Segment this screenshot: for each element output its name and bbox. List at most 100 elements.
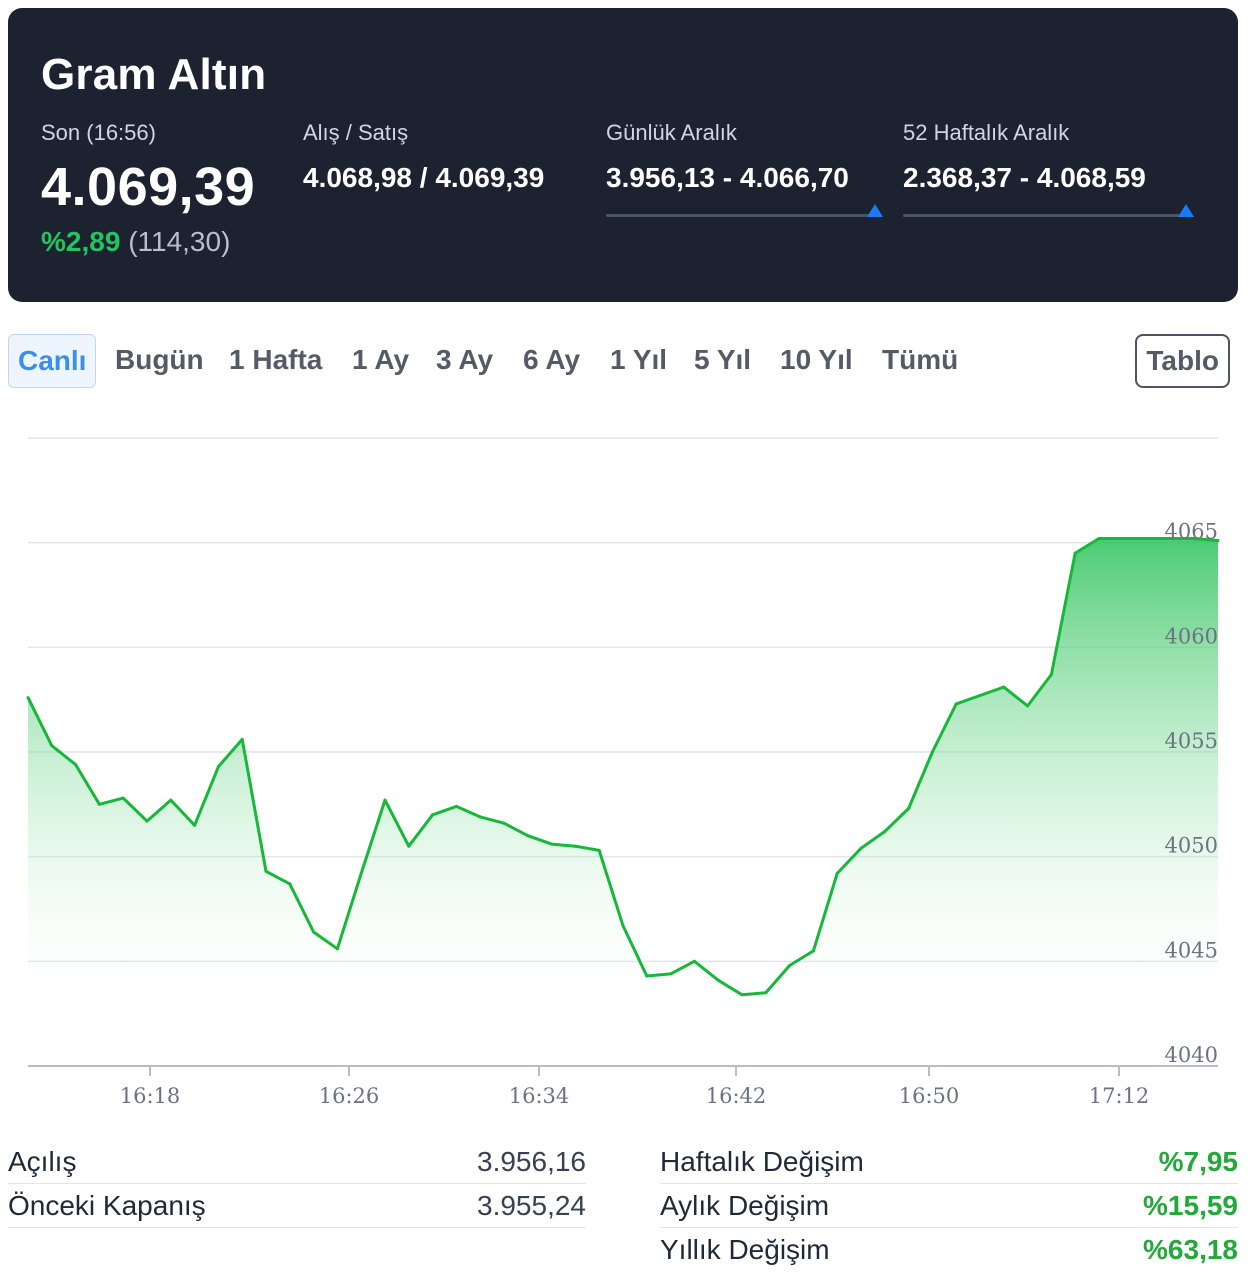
stat-row-yearly-change: Yıllık Değişim %63,18: [660, 1228, 1238, 1272]
tab-1-month[interactable]: 1 Ay: [352, 344, 410, 375]
data-point: [597, 848, 601, 852]
daily-range-value: 3.956,13 - 4.066,70: [606, 162, 849, 193]
stat-row-previous-close: Önceki Kapanış 3.955,24: [8, 1184, 586, 1228]
x-tick-label: 16:34: [509, 1084, 570, 1108]
data-point: [407, 844, 411, 848]
data-point: [835, 871, 839, 875]
stat-row-weekly-change: Haftalık Değişim %7,95: [660, 1140, 1238, 1184]
data-point: [764, 991, 768, 995]
data-point: [216, 765, 220, 769]
data-point: [716, 978, 720, 982]
daily-range-block: Günlük Aralık 3.956,13 - 4.066,70: [606, 120, 883, 217]
data-point: [788, 964, 792, 967]
tab-today[interactable]: Bugün: [115, 344, 204, 375]
x-tick-label: 16:42: [706, 1084, 767, 1108]
data-point: [431, 813, 435, 817]
data-point: [740, 993, 744, 997]
daily-range-bar: [606, 204, 883, 217]
data-point: [97, 802, 101, 806]
data-point: [930, 750, 934, 754]
daily-range-marker-icon: [866, 204, 883, 217]
x-tick-label: 16:26: [319, 1084, 380, 1108]
tab-5-years[interactable]: 5 Yıl: [694, 344, 752, 375]
tab-1-year[interactable]: 1 Yıl: [610, 344, 668, 375]
y-tick-label: 4055: [1165, 729, 1218, 753]
data-point: [1002, 685, 1006, 689]
weekly52-range-label: 52 Haftalık Aralık: [903, 120, 1070, 145]
weekly52-range-bar: [903, 204, 1195, 217]
tab-1-week[interactable]: 1 Hafta: [229, 344, 323, 375]
y-tick-label: 4065: [1165, 520, 1218, 544]
data-point: [383, 798, 387, 802]
data-point: [883, 830, 887, 833]
stat-label: Açılış: [8, 1145, 77, 1177]
data-point: [645, 974, 649, 978]
data-point: [1192, 537, 1196, 540]
data-point: [1026, 704, 1030, 708]
last-price-block: Son (16:56) 4.069,39 %2,89 (114,30): [41, 120, 255, 258]
data-point: [1145, 537, 1149, 540]
stat-value: %7,95: [1158, 1145, 1238, 1177]
weekly52-range-value: 2.368,37 - 4.068,59: [903, 162, 1146, 193]
y-tick-label: 4045: [1165, 938, 1218, 962]
data-point: [811, 949, 815, 953]
stat-label: Önceki Kapanış: [8, 1189, 206, 1221]
daily-range-label: Günlük Aralık: [606, 120, 737, 145]
data-point: [1073, 551, 1077, 555]
stat-row-open: Açılış 3.956,16: [8, 1140, 586, 1184]
data-point: [335, 947, 339, 951]
period-tabs: Canlı Bugün 1 Hafta 1 Ay 3 Ay 6 Ay 1 Yıl…: [8, 334, 1230, 388]
data-point: [240, 737, 244, 741]
data-point: [1216, 539, 1220, 543]
stat-value: 3.955,24: [477, 1189, 586, 1221]
data-point: [692, 959, 696, 963]
data-point: [954, 702, 958, 706]
data-point: [1168, 537, 1172, 540]
data-point: [669, 972, 673, 976]
data-point: [1121, 537, 1125, 540]
y-tick-label: 4040: [1165, 1043, 1218, 1067]
table-view-button[interactable]: Tablo: [1135, 334, 1230, 388]
data-point: [1049, 673, 1053, 676]
stat-label: Aylık Değişim: [660, 1189, 830, 1221]
data-point: [1097, 537, 1101, 540]
instrument-header: Gram Altın Son (16:56) 4.069,39 %2,89 (1…: [8, 8, 1238, 302]
change-percent: %2,89: [41, 226, 121, 257]
x-tick-label: 16:50: [899, 1084, 960, 1108]
data-point: [526, 834, 530, 838]
data-point: [312, 930, 316, 934]
data-point: [859, 846, 863, 850]
bid-ask-block: Alış / Satış 4.068,98 / 4.069,39: [303, 120, 544, 194]
price-change: %2,89 (114,30): [41, 226, 255, 258]
weekly52-range-block: 52 Haftalık Aralık 2.368,37 - 4.068,59: [903, 120, 1195, 217]
tab-all[interactable]: Tümü: [882, 344, 959, 375]
weekly52-range-marker-icon: [1178, 204, 1195, 217]
tab-3-months[interactable]: 3 Ay: [436, 344, 494, 375]
bid-ask-value: 4.068,98 / 4.069,39: [303, 162, 545, 193]
data-point: [264, 869, 268, 873]
instrument-title: Gram Altın: [41, 50, 267, 99]
y-tick-label: 4050: [1165, 834, 1218, 858]
data-point: [169, 798, 173, 802]
x-tick-label: 16:18: [120, 1084, 181, 1108]
data-point: [193, 823, 197, 827]
data-point: [454, 804, 458, 808]
tab-6-months[interactable]: 6 Ay: [523, 344, 581, 375]
tab-live[interactable]: Canlı: [8, 334, 97, 388]
y-tick-label: 4060: [1165, 624, 1218, 648]
data-point: [907, 807, 911, 810]
data-point: [121, 796, 125, 800]
data-point: [145, 819, 149, 823]
stat-label: Haftalık Değişim: [660, 1145, 864, 1177]
change-absolute: (114,30): [128, 226, 231, 257]
data-point: [573, 844, 577, 848]
data-point: [502, 821, 506, 825]
data-point: [478, 815, 482, 819]
bid-ask-label: Alış / Satış: [303, 120, 409, 145]
price-chart[interactable]: 4040 4045 4050 4055 4060 4065 16:18 16:26 16:34…: [0, 410, 1254, 1120]
data-point: [288, 882, 292, 886]
tab-10-years[interactable]: 10 Yıl: [780, 344, 853, 375]
data-point: [50, 744, 54, 748]
price-chart-svg: 4040 4045 4050 4055 4060 4065 16:18 16:26 16:34…: [26, 437, 1220, 1108]
stats-right: Haftalık Değişim %7,95 Aylık Değişim %15…: [660, 1140, 1238, 1272]
